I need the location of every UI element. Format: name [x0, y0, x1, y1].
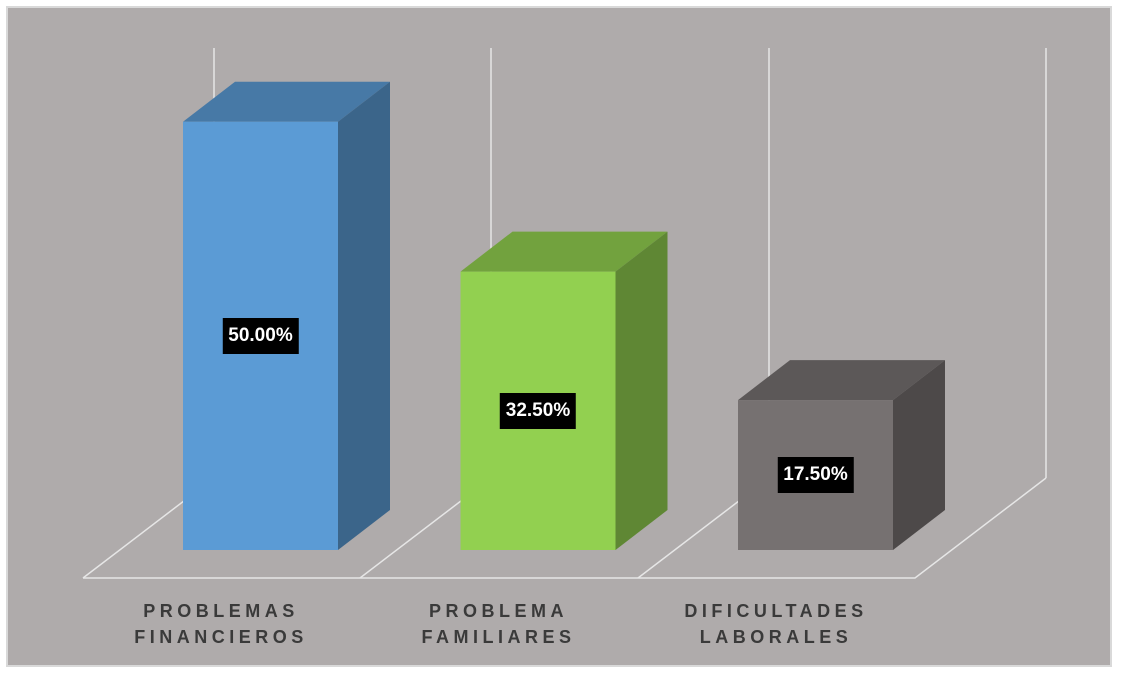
bar-side — [893, 360, 945, 550]
bar-side — [338, 81, 390, 550]
x-tick-label: DIFICULTADES LABORALES — [684, 601, 868, 647]
data-label: 50.00% — [222, 317, 299, 354]
bar-side — [615, 231, 668, 551]
bar-top — [183, 81, 390, 122]
data-label: 17.50% — [777, 457, 854, 494]
x-tick-label: PROBLEMA FAMILIARES — [421, 601, 576, 647]
bar-top — [460, 231, 668, 272]
data-label: 32.50% — [499, 392, 577, 429]
bar-top — [738, 360, 945, 401]
x-tick-label: PROBLEMAS FINANCIEROS — [134, 601, 308, 647]
